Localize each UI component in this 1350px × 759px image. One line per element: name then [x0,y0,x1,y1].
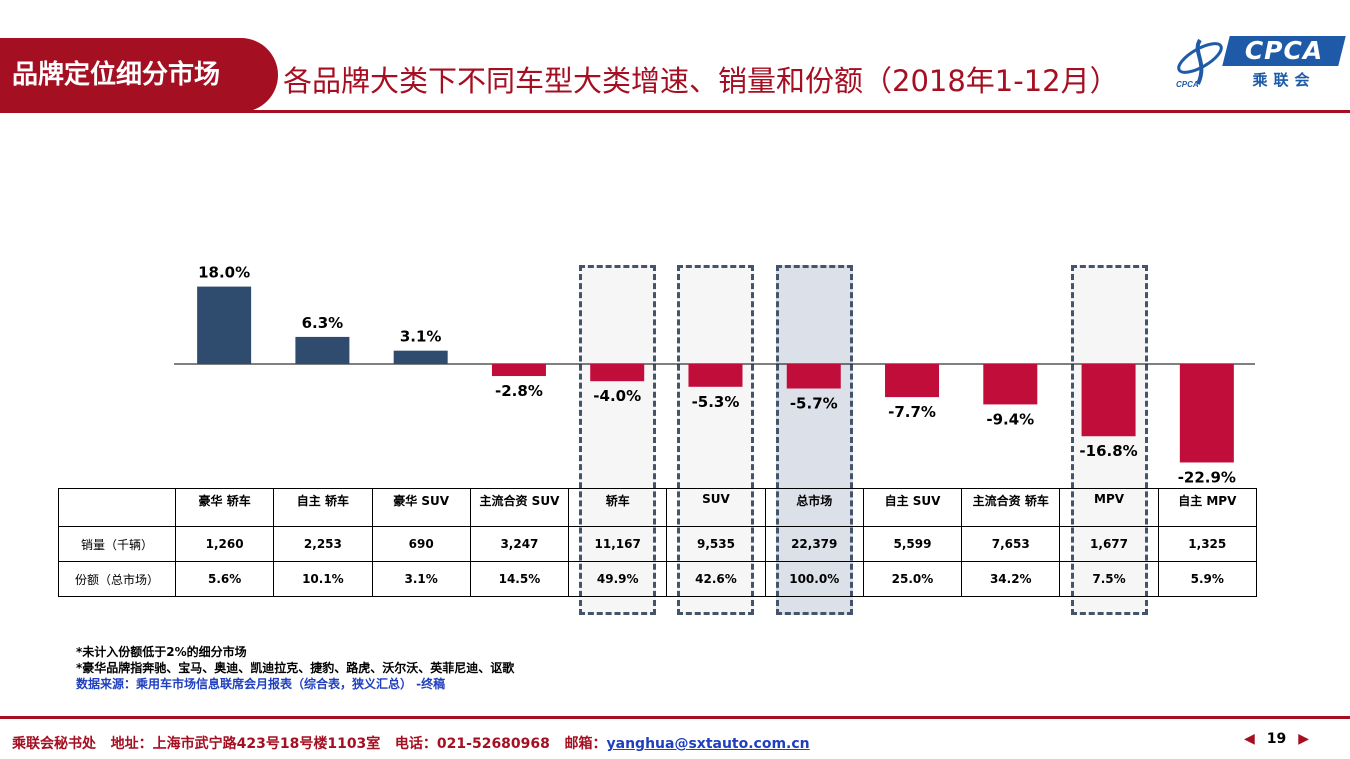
slide-title: 各品牌大类下不同车型大类增速、销量和份额（2018年1-12月） [283,64,1119,98]
bar [786,364,841,389]
bar [1179,364,1234,463]
table-cell: 7.5% [1059,561,1159,597]
table-cell: 22,379 [764,526,864,562]
column-header: 豪华 SUV [371,488,471,527]
table-cell: 100.0% [764,561,864,597]
table-cell: 5,599 [862,526,963,562]
data-label: -5.3% [692,393,740,411]
logo-mark-text: CPCA [1176,80,1199,89]
footer-phone: 电话：021-52680968 [394,736,550,752]
table-cell: 11,167 [568,526,668,562]
footer-divider [0,716,1350,719]
table-corner-cell [58,488,176,527]
table-cell: 2,253 [273,526,373,562]
table-cell: 34.2% [961,561,1061,597]
column-header: SUV [666,488,766,527]
bar [1081,364,1136,437]
note-line: *未计入份额低于2%的细分市场 [76,645,247,659]
table-cell: 42.6% [666,561,766,597]
column-header: MPV [1059,488,1159,527]
bar [983,364,1038,405]
data-label: -4.0% [593,387,641,405]
note-line: *豪华品牌指奔驰、宝马、奥迪、凯迪拉克、捷豹、路虎、沃尔沃、英菲尼迪、讴歌 [76,661,515,675]
growth-bar-chart: 18.0% 6.3% 3.1% -2.8% -4.0% -5.3% -5.7% -7.7% -9… [174,264,1255,486]
table-row: 份额（总市场） 5.6% 10.1% 3.1% 14.5% 49.9% 42.6% 100.0… [58,561,1257,597]
table-cell: 49.9% [568,561,668,597]
column-header: 自主 SUV [862,488,963,527]
table-row: 销量（千辆） 1,260 2,253 690 3,247 11,167 9,535 22,37… [58,526,1257,562]
data-label: 18.0% [198,264,250,282]
footer-email-link[interactable]: yanghua@sxtauto.com.cn [606,736,810,752]
column-header: 轿车 [568,488,668,527]
table-cell: 25.0% [862,561,963,597]
next-page-icon[interactable]: ▶ [1298,731,1310,747]
table-cell: 3.1% [371,561,471,597]
data-source-note: 数据来源：乘用车市场信息联席会月报表（综合表，狭义汇总） -终稿 [76,677,446,691]
logo-brand-text: CPCA [1244,36,1324,65]
column-header: 总市场 [764,488,864,527]
table-cell: 1,260 [174,526,275,562]
data-label: 6.3% [302,314,344,332]
data-label: -16.8% [1079,442,1137,460]
row-label: 销量（千辆） [58,526,176,562]
row-label: 份额（总市场） [58,561,176,597]
table-cell: 1,325 [1157,526,1257,562]
cpca-logo: CPCA CPCA 乘联会 [1168,30,1346,90]
column-header: 自主 轿车 [273,488,373,527]
table-cell: 1,677 [1059,526,1159,562]
data-label: -5.7% [790,395,838,413]
footer-address: 地址：上海市武宁路423号18号楼1103室 [110,736,381,752]
logo-sub-text: 乘联会 [1252,71,1316,89]
column-header: 主流合资 SUV [469,488,570,527]
bar [197,286,252,364]
bar [393,350,448,364]
data-label: -7.7% [888,403,936,421]
footer: 乘联会秘书处 地址：上海市武宁路423号18号楼1103室 电话：021-526… [12,733,810,753]
data-table: 豪华 轿车 自主 轿车 豪华 SUV 主流合资 SUV 轿车 SUV 总市场 自主 SUV 主流… [58,488,1257,597]
data-label: 3.1% [400,328,442,346]
footer-email-label: 邮箱： [564,736,607,752]
data-label: -2.8% [495,382,543,400]
table-cell: 14.5% [469,561,570,597]
pager: ◀ 19 ▶ [1244,731,1309,747]
data-label: -22.9% [1178,468,1236,486]
column-header: 豪华 轿车 [174,488,275,527]
data-label: -9.4% [986,410,1034,428]
header-divider [0,110,1350,113]
prev-page-icon[interactable]: ◀ [1244,731,1255,747]
table-header-row: 豪华 轿车 自主 轿车 豪华 SUV 主流合资 SUV 轿车 SUV 总市场 自主 SUV 主流… [58,488,1257,527]
table-cell: 3,247 [469,526,570,562]
table-cell: 9,535 [666,526,766,562]
footer-org: 乘联会秘书处 [12,736,96,752]
bar [590,364,645,382]
bar [885,364,940,398]
table-cell: 10.1% [273,561,373,597]
bar [491,364,546,377]
page-number: 19 [1266,731,1287,747]
column-header: 自主 MPV [1157,488,1257,527]
table-cell: 7,653 [961,526,1061,562]
section-tab [0,38,278,112]
cpca-emblem-icon: CPCA [1176,38,1223,89]
bar [688,364,743,387]
column-header: 主流合资 轿车 [961,488,1061,527]
table-cell: 5.9% [1157,561,1257,597]
section-label: 品牌定位细分市场 [12,60,221,90]
table-cell: 690 [371,526,471,562]
bar [295,336,350,364]
notes: *未计入份额低于2%的细分市场 *豪华品牌指奔驰、宝马、奥迪、凯迪拉克、捷豹、路… [76,644,514,692]
table-cell: 5.6% [174,561,275,597]
